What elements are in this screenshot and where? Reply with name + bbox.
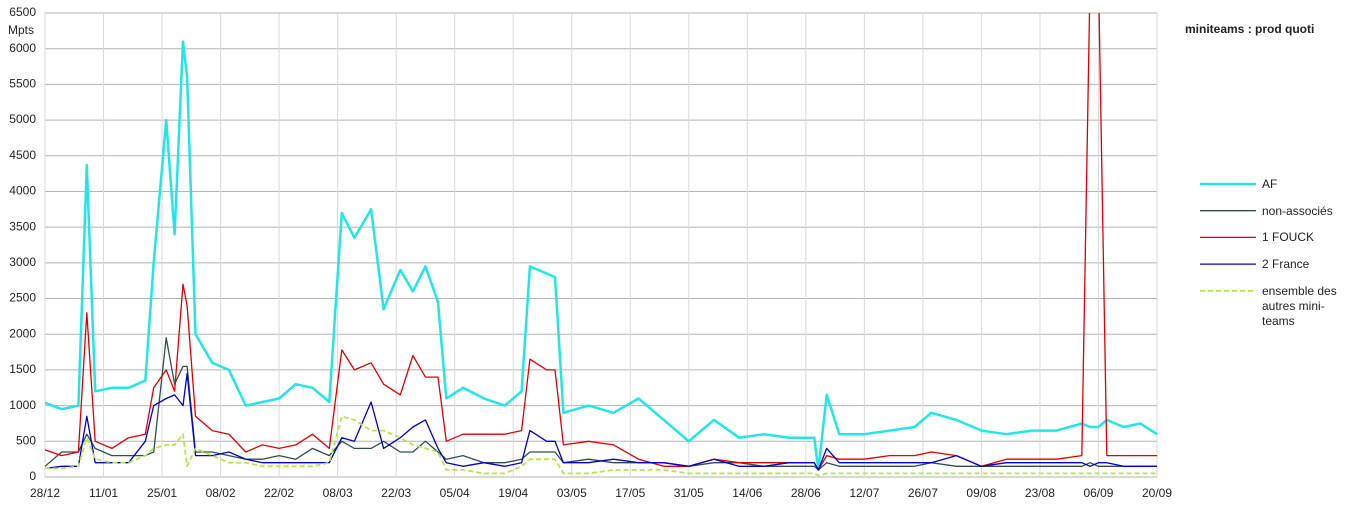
y-tick-label: 4000 — [9, 184, 36, 198]
x-tick-label: 31/05 — [674, 486, 704, 500]
x-tick-label: 08/02 — [206, 486, 236, 500]
legend-label: ensemble des autres mini-teams — [1262, 283, 1337, 328]
series-line — [45, 372, 1157, 471]
x-tick-label: 22/02 — [264, 486, 294, 500]
legend-label: non-associés — [1262, 203, 1333, 218]
series-line — [45, 13, 1157, 471]
x-tick-label: 11/01 — [89, 486, 118, 500]
x-tick-label: 17/05 — [615, 486, 645, 500]
x-tick-label: 25/01 — [147, 486, 177, 500]
legend-label: AF — [1262, 177, 1278, 191]
x-tick-label: 06/09 — [1083, 486, 1113, 500]
x-tick-label: 19/04 — [498, 486, 528, 500]
x-tick-label: 28/12 — [30, 486, 60, 500]
y-tick-label: 0 — [29, 469, 36, 483]
y-axis-label: Mpts — [8, 23, 34, 37]
x-tick-label: 09/08 — [966, 486, 996, 500]
y-tick-label: 3500 — [9, 219, 36, 233]
series-line — [45, 40, 1157, 472]
x-tick-label: 22/03 — [381, 486, 411, 500]
y-tick-label: 1000 — [9, 398, 36, 412]
series-line — [45, 337, 1157, 471]
y-tick-label: 6000 — [9, 41, 36, 55]
x-tick-label: 28/06 — [791, 486, 821, 500]
x-tick-label: 14/06 — [732, 486, 762, 500]
y-tick-label: 6500 — [9, 5, 36, 19]
chart-title: miniteams : prod quoti — [1185, 22, 1314, 36]
y-tick-label: 2000 — [9, 326, 36, 340]
series-line — [45, 415, 1157, 477]
x-tick-label: 26/07 — [908, 486, 938, 500]
x-tick-label: 03/05 — [557, 486, 587, 500]
x-tick-label: 05/04 — [440, 486, 470, 500]
legend-label: 1 FOUCK — [1262, 230, 1315, 245]
x-tick-label: 08/03 — [323, 486, 353, 500]
y-tick-label: 4500 — [9, 148, 36, 162]
y-tick-label: 2500 — [9, 291, 36, 305]
y-tick-label: 500 — [16, 433, 36, 447]
y-tick-label: 1500 — [9, 362, 36, 376]
plot-area — [45, 13, 1157, 477]
x-tick-label: 23/08 — [1025, 486, 1055, 500]
y-tick-label: 5500 — [9, 77, 36, 91]
legend-label: 2 France — [1262, 257, 1310, 272]
plot-frame — [44, 12, 1158, 478]
x-tick-label: 12/07 — [849, 486, 879, 500]
y-tick-label: 5000 — [9, 112, 36, 126]
y-tick-label: 3000 — [9, 255, 36, 269]
x-tick-label: 20/09 — [1142, 486, 1172, 500]
